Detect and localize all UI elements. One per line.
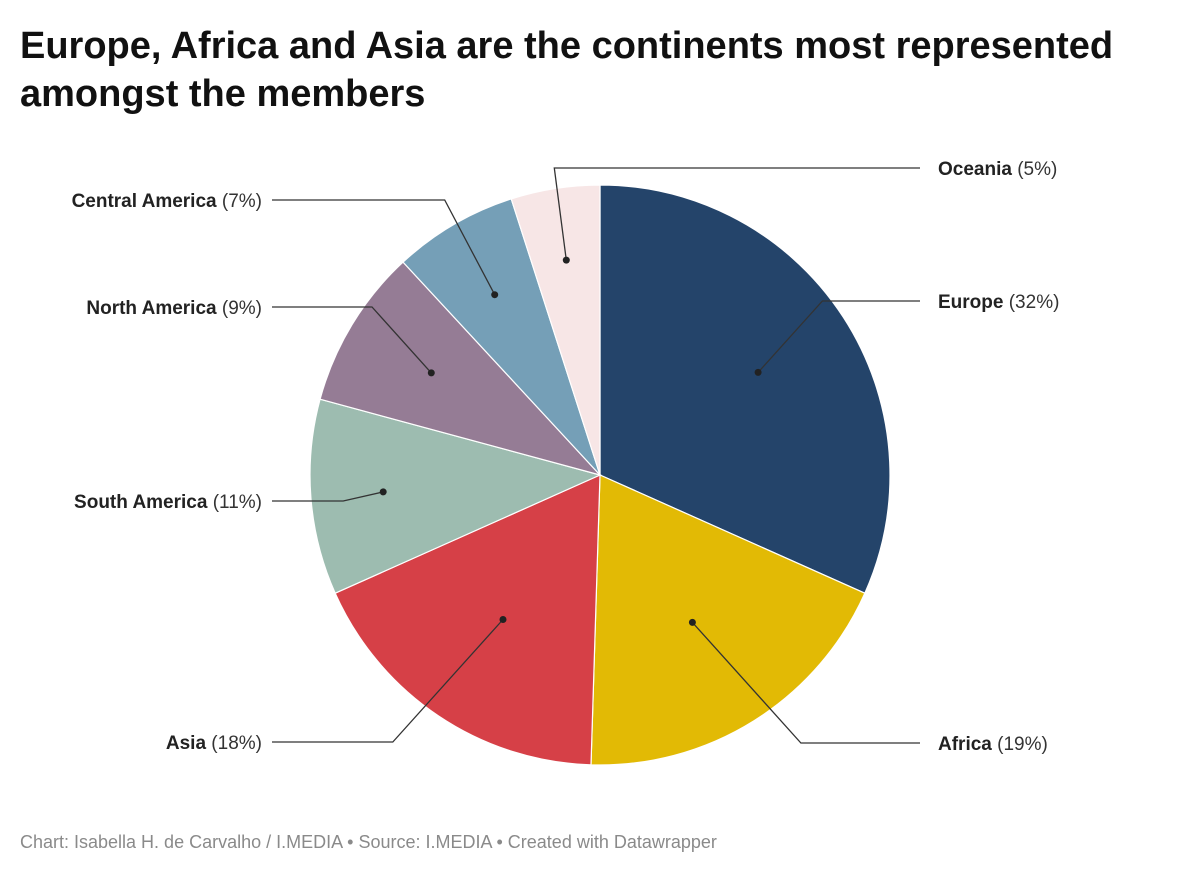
chart-title: Europe, Africa and Asia are the continen… <box>20 25 1114 115</box>
leader-dot-asia <box>499 616 507 623</box>
slice-label-oceania: Oceania (5%) <box>938 159 1057 180</box>
pie-slice-central-america <box>402 198 601 476</box>
leader-line-oceania <box>553 167 920 261</box>
slice-label-africa: Africa (19%) <box>938 734 1048 755</box>
leader-dot-europe <box>754 368 762 376</box>
pie-slice-south-america <box>309 398 602 595</box>
pie-slice-oceania <box>510 184 601 476</box>
leader-dot-oceania <box>562 256 570 264</box>
leader-line-south-america <box>272 491 384 502</box>
leader-dot-africa <box>688 618 696 626</box>
slice-label-north-america: North America (9%) <box>86 298 262 319</box>
leader-dot-north-america <box>427 369 435 377</box>
pie-slice-europe <box>599 184 891 595</box>
leader-line-europe <box>757 300 920 373</box>
leader-lines <box>272 167 920 744</box>
slice-labels: Europe (32%) Africa (19%) Asia (18%) South … <box>72 159 1060 755</box>
pie-slice-africa <box>590 474 866 766</box>
leader-line-central-america <box>272 199 496 296</box>
slice-label-asia: Asia (18%) <box>166 733 262 754</box>
leader-dot-south-america <box>379 488 387 496</box>
slice-label-europe: Europe (32%) <box>938 292 1059 313</box>
leader-dot-central-america <box>491 291 499 299</box>
chart-footer: Chart: Isabella H. de Carvalho / I.MEDIA… <box>20 832 717 852</box>
pie-slices <box>309 184 891 766</box>
slice-label-south-america: South America (11%) <box>74 492 262 513</box>
slice-label-central-america: Central America (7%) <box>72 191 262 212</box>
pie-slice-north-america <box>319 261 602 477</box>
leader-line-africa <box>691 621 920 744</box>
leader-line-asia <box>272 619 504 743</box>
leader-line-north-america <box>272 306 432 374</box>
pie-slice-asia <box>334 474 601 766</box>
